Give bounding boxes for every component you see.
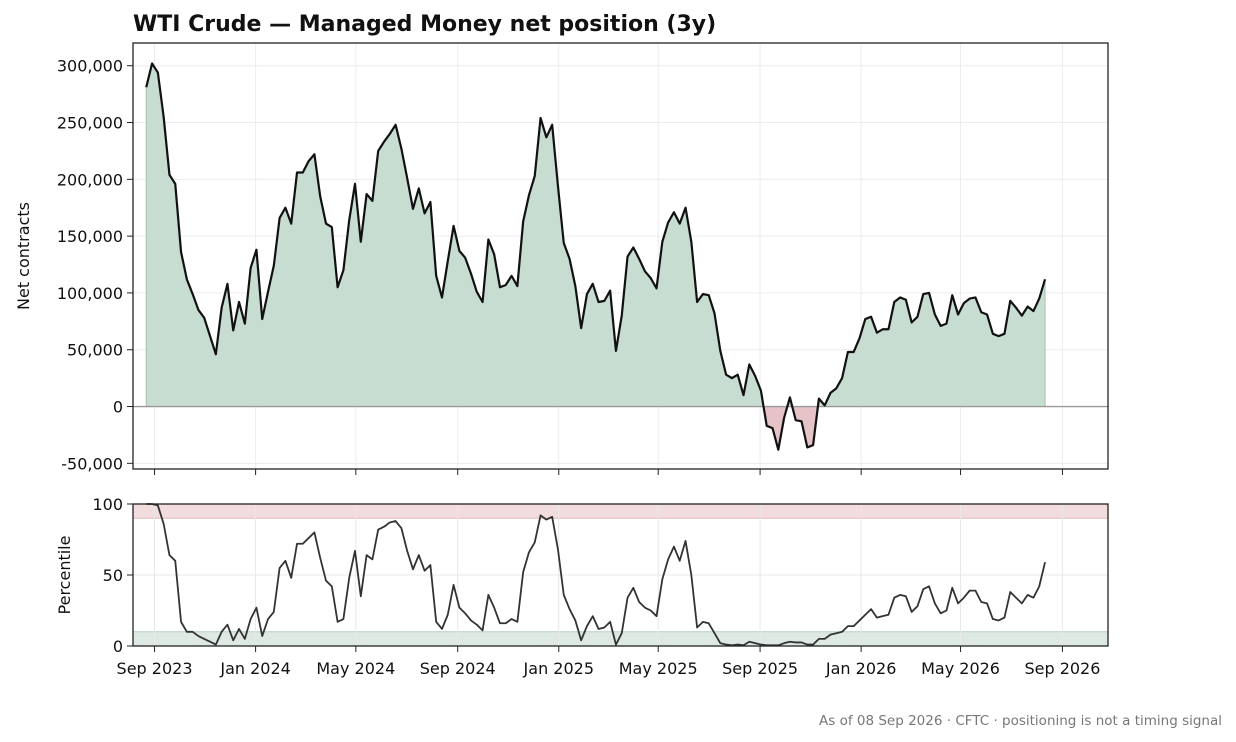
bottom-y-tick-label-2: 100 bbox=[92, 495, 123, 514]
top-y-tick-label-7: 300,000 bbox=[57, 57, 123, 76]
extreme-short-band bbox=[133, 631, 1108, 646]
top-y-tick-label-0: -50,000 bbox=[61, 454, 123, 473]
x-tick-label-2: May 2024 bbox=[316, 659, 395, 678]
x-tick-label-3: Sep 2024 bbox=[420, 659, 496, 678]
x-tick-label-7: Jan 2026 bbox=[825, 659, 896, 678]
x-tick-label-6: Sep 2025 bbox=[722, 659, 798, 678]
x-tick-label-0: Sep 2023 bbox=[117, 659, 193, 678]
x-tick-label-5: May 2025 bbox=[619, 659, 698, 678]
bottom-y-axis: 0 50 100 bbox=[92, 495, 133, 656]
percentile-line bbox=[146, 503, 1046, 647]
top-y-axis: -50,000 0 50,000 100,000 150,000 200,000 250,0… bbox=[57, 57, 133, 473]
top-y-tick-label-4: 150,000 bbox=[57, 227, 123, 246]
bottom-y-tick-label-0: 0 bbox=[113, 637, 123, 656]
x-tick-label-4: Jan 2025 bbox=[523, 659, 594, 678]
top-y-axis-label: Net contracts bbox=[14, 202, 33, 310]
x-tick-label-9: Sep 2026 bbox=[1024, 659, 1100, 678]
top-y-tick-label-6: 250,000 bbox=[57, 114, 123, 133]
net-position-panel: -50,000 0 50,000 100,000 150,000 200,000 250,0… bbox=[14, 42, 1109, 475]
bottom-y-axis-label: Percentile bbox=[55, 536, 74, 615]
x-tick-label-8: May 2026 bbox=[921, 659, 1000, 678]
top-y-tick-label-3: 100,000 bbox=[57, 284, 123, 303]
top-y-tick-label-5: 200,000 bbox=[57, 170, 123, 189]
negative-area-segment-1 bbox=[762, 406, 788, 450]
x-tick-label-1: Jan 2024 bbox=[219, 659, 290, 678]
top-y-tick-label-1: 0 bbox=[113, 398, 123, 417]
chart-title: WTI Crude — Managed Money net position (… bbox=[133, 12, 716, 37]
top-y-tick-label-2: 50,000 bbox=[67, 341, 123, 360]
bottom-y-tick-label-1: 50 bbox=[103, 566, 123, 585]
bottom-x-axis: Sep 2023 Jan 2024 May 2024 Sep 2024 Jan 2025… bbox=[117, 646, 1100, 678]
net-position-line bbox=[145, 62, 1047, 451]
net-position-area bbox=[145, 62, 1046, 450]
percentile-panel: 0 50 100 Sep 2023 Jan 2024 May 2024 Sep 2024 J… bbox=[55, 495, 1109, 678]
percentile-bands bbox=[133, 504, 1108, 646]
top-axes-frame bbox=[132, 42, 1109, 470]
footer-note: As of 08 Sep 2026 · CFTC · positioning i… bbox=[819, 713, 1222, 729]
top-x-ticks bbox=[154, 469, 1063, 475]
extreme-long-band bbox=[133, 504, 1108, 519]
